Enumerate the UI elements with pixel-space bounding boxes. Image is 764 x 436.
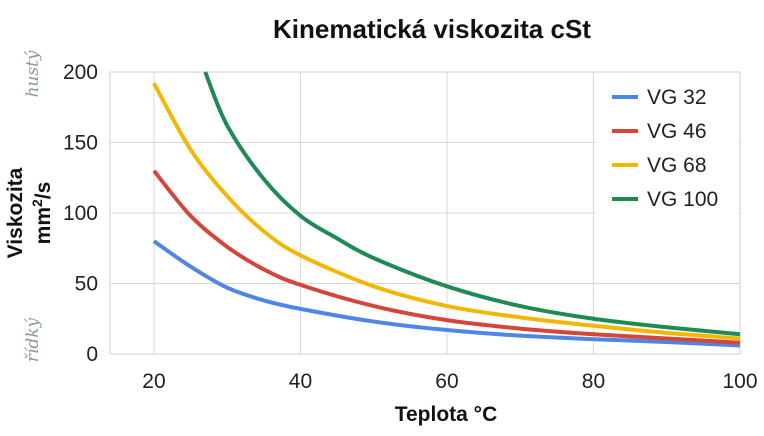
legend-label: VG 32 [647, 86, 707, 109]
plot-area [109, 71, 741, 355]
annotation-thin: řídký [23, 317, 43, 362]
y-tick-label: 100 [63, 202, 98, 225]
series-line-vg-68 [152, 82, 741, 341]
y-unit-suffix: /s [32, 182, 55, 200]
x-tick-label: 80 [582, 370, 605, 393]
series-lines [152, 71, 741, 348]
x-tick-label: 60 [435, 370, 458, 393]
y-tick-label: 50 [75, 273, 98, 296]
annotation-thick: hustý [23, 50, 43, 97]
chart-title: Kinematická viskozita cSt [273, 14, 591, 44]
legend-label: VG 68 [647, 154, 707, 177]
series-line-vg-100 [203, 71, 741, 337]
legend-label: VG 46 [647, 120, 707, 143]
y-axis-label-line1: Viskozita [4, 167, 27, 258]
y-unit-exponent: 2 [29, 199, 45, 207]
x-tick-label: 100 [722, 370, 757, 393]
series-line-vg-32 [152, 239, 741, 348]
x-tick-label: 20 [142, 370, 165, 393]
x-tick-labels: 20 40 60 80 100 [142, 370, 757, 393]
legend: VG 32 VG 46 VG 68 VG 100 [596, 74, 738, 220]
y-tick-labels: 0 50 100 150 200 [63, 61, 98, 366]
y-tick-label: 200 [63, 61, 98, 84]
series-line-vg-46 [152, 169, 741, 345]
y-axis-label-line2: mm2/s [29, 182, 55, 245]
y-tick-label: 0 [86, 343, 98, 366]
x-tick-label: 40 [289, 370, 312, 393]
legend-label: VG 100 [647, 188, 718, 211]
x-axis-label: Teplota °C [395, 403, 498, 426]
y-unit-base: mm [32, 207, 55, 244]
y-axis-label: Viskozita mm2/s [4, 167, 55, 258]
y-tick-label: 150 [63, 132, 98, 155]
